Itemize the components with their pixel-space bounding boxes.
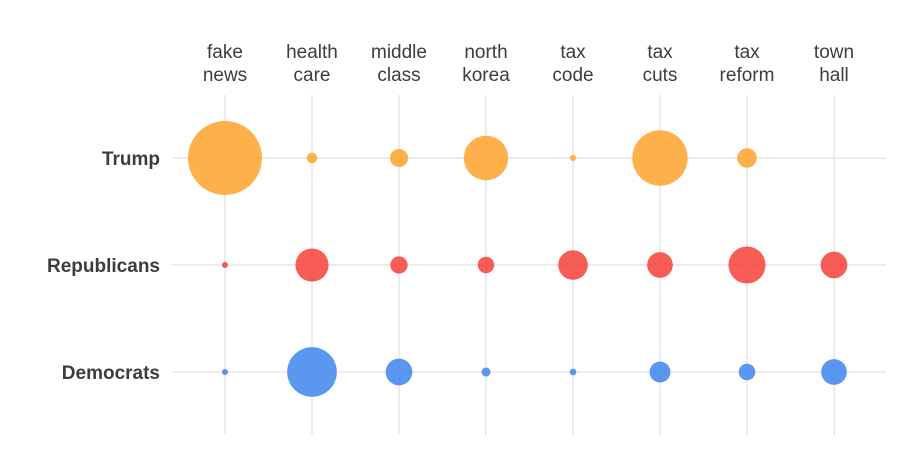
column-label-line: north xyxy=(464,42,507,63)
bubble-democrats-north-korea xyxy=(481,367,490,376)
column-labels: fake news health care middle class north korea t… xyxy=(203,42,854,86)
column-label-line: town xyxy=(814,42,854,63)
bubble-democrats-town-hall xyxy=(821,359,847,385)
bubble-democrats-middle-class xyxy=(386,359,413,386)
row-label-republicans: Republicans xyxy=(47,256,160,277)
column-label: middle class xyxy=(371,42,427,86)
bubble-democrats-tax-reform xyxy=(739,364,756,381)
column-label: tax code xyxy=(552,42,593,86)
bubbles xyxy=(188,121,847,397)
bubble-trump-health-care xyxy=(307,153,317,163)
column-label-line: reform xyxy=(720,65,775,86)
bubble-republicans-tax-reform xyxy=(729,247,766,284)
column-label-line: cuts xyxy=(643,65,678,86)
bubble-trump-north-korea xyxy=(464,136,508,180)
column-label-line: care xyxy=(294,65,331,86)
bubble-trump-middle-class xyxy=(390,149,408,167)
column-label-line: tax xyxy=(560,42,586,63)
bubble-republicans-fake-news xyxy=(222,262,228,268)
column-label-line: news xyxy=(203,65,247,86)
column-label: health care xyxy=(286,42,338,86)
bubble-republicans-health-care xyxy=(295,248,328,281)
bubble-democrats-health-care xyxy=(287,347,337,397)
grid-lines xyxy=(172,95,886,435)
bubble-republicans-north-korea xyxy=(478,257,495,274)
bubble-trump-tax-reform xyxy=(737,148,757,168)
bubble-republicans-middle-class xyxy=(390,256,407,273)
row-label-trump: Trump xyxy=(102,149,160,170)
column-label: tax reform xyxy=(720,42,775,86)
column-label-line: health xyxy=(286,42,338,63)
bubble-trump-tax-code xyxy=(570,155,576,161)
row-label-democrats: Democrats xyxy=(62,363,160,384)
column-label-line: tax xyxy=(647,42,673,63)
bubble-democrats-tax-cuts xyxy=(650,362,671,383)
column-label-line: hall xyxy=(819,65,849,86)
column-label-line: code xyxy=(552,65,593,86)
bubble-republicans-town-hall xyxy=(821,252,848,279)
column-label-line: fake xyxy=(207,42,243,63)
bubble-democrats-fake-news xyxy=(222,369,228,375)
row-labels: Trump Republicans Democrats xyxy=(47,149,160,384)
column-label: tax cuts xyxy=(643,42,678,86)
bubble-republicans-tax-cuts xyxy=(647,252,673,278)
column-label: town hall xyxy=(814,42,854,86)
bubble-trump-tax-cuts xyxy=(632,130,687,185)
bubble-republicans-tax-code xyxy=(558,250,588,280)
column-label-line: tax xyxy=(734,42,760,63)
column-label-line: middle xyxy=(371,42,427,63)
bubble-democrats-tax-code xyxy=(570,369,577,376)
column-label-line: korea xyxy=(462,65,510,86)
column-label-line: class xyxy=(377,65,420,86)
column-label: north korea xyxy=(462,42,510,86)
bubble-trump-fake-news xyxy=(188,121,262,195)
column-label: fake news xyxy=(203,42,247,86)
